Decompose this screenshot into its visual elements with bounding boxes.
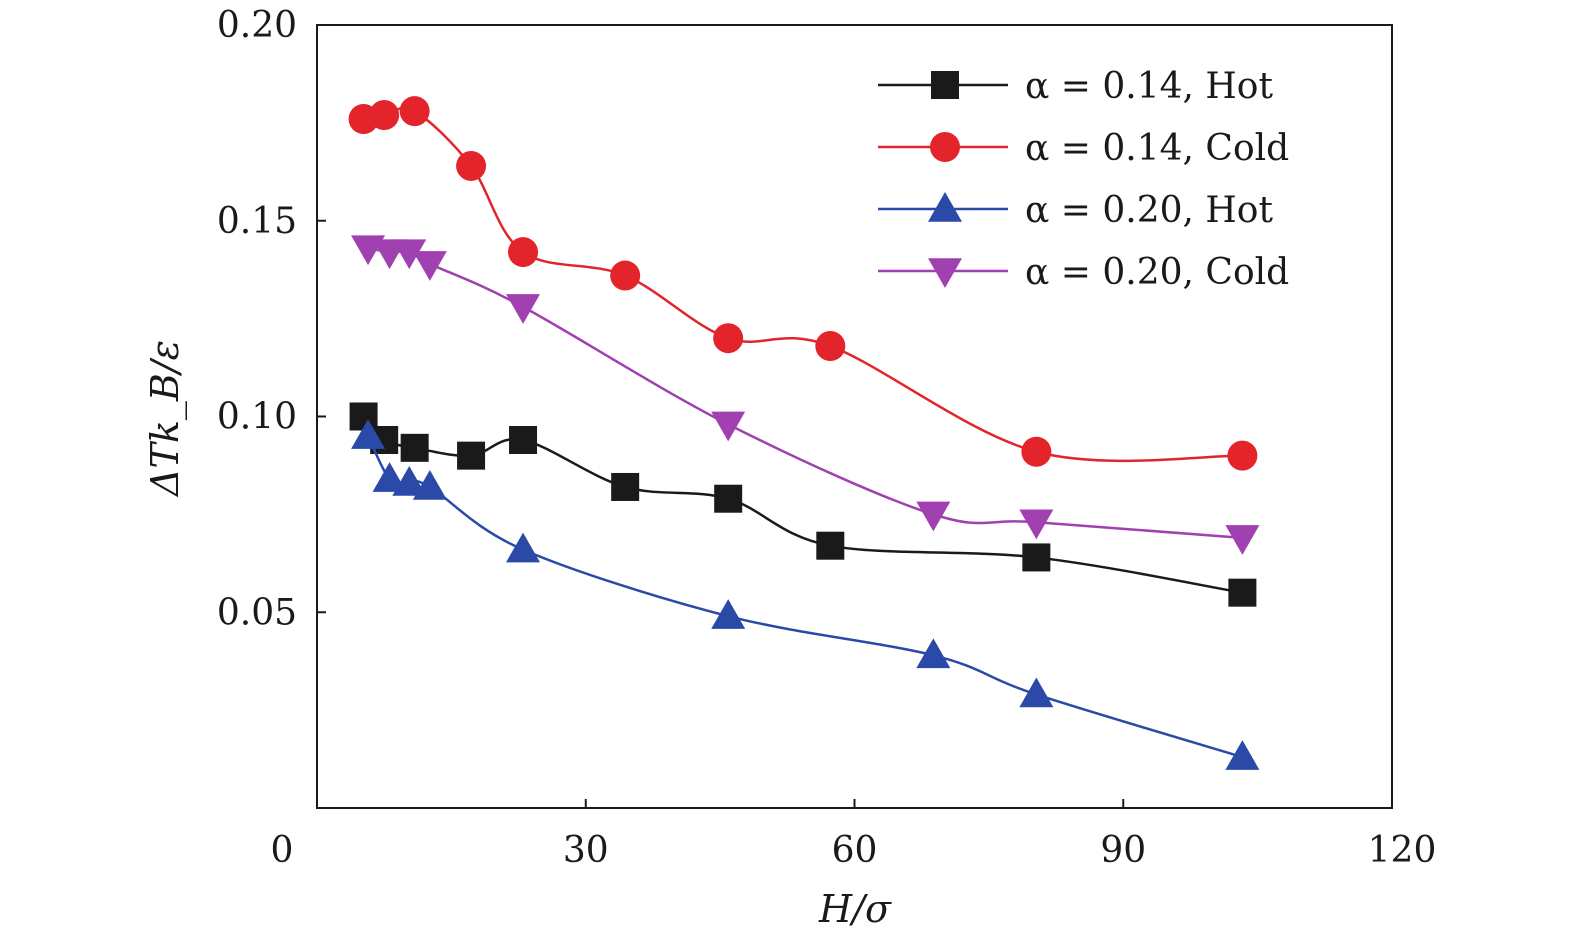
data-point: [508, 237, 539, 268]
data-point: [372, 462, 407, 492]
x-tick-label: 120: [1368, 830, 1437, 871]
x-tick-label: 0: [271, 830, 294, 871]
y-tick-label: 0.15: [217, 201, 297, 242]
data-point: [392, 239, 427, 270]
x-tick-label: 60: [832, 830, 878, 871]
data-point: [506, 532, 541, 563]
data-point: [457, 441, 486, 470]
legend-label: α = 0.20, Hot: [1025, 190, 1273, 231]
legend-item-3: α = 0.20, Cold: [878, 252, 1289, 293]
x-axis-title: H/σ: [818, 887, 892, 931]
data-point: [369, 100, 400, 131]
legend-marker: [930, 132, 960, 162]
data-point: [916, 638, 951, 669]
data-point: [456, 150, 487, 181]
legend-marker: [928, 258, 962, 288]
y-tick-label: 0.05: [217, 592, 297, 633]
series-1: [348, 96, 1258, 471]
x-tick-label: 90: [1100, 830, 1146, 871]
data-point: [1019, 677, 1054, 708]
legend-label: α = 0.14, Cold: [1025, 128, 1289, 169]
x-tick-label: 30: [563, 830, 609, 871]
data-point: [815, 331, 846, 362]
y-tick-label: 0.20: [217, 5, 297, 46]
y-tick-label: 0.10: [217, 397, 297, 438]
data-point: [816, 531, 845, 560]
data-point: [1225, 740, 1260, 770]
legend-marker: [931, 71, 959, 99]
legend-label: α = 0.20, Cold: [1025, 252, 1289, 293]
data-point: [392, 466, 427, 496]
data-point: [412, 251, 447, 281]
data-point: [611, 472, 640, 501]
legend-label: α = 0.14, Hot: [1025, 66, 1273, 107]
data-point: [349, 402, 378, 431]
legend-item-1: α = 0.14, Cold: [878, 128, 1289, 169]
data-point: [1225, 525, 1260, 555]
data-point: [1228, 578, 1257, 607]
legend: α = 0.14, Hot α = 0.14, Cold α = 0.20, Hot…: [878, 66, 1289, 293]
legend-item-0: α = 0.14, Hot: [878, 66, 1273, 107]
data-point: [1019, 509, 1054, 540]
legend-item-2: α = 0.20, Hot: [878, 190, 1273, 231]
y-axis-title: ΔTk_B/ε: [143, 340, 188, 498]
data-point: [711, 411, 746, 442]
series-3: [351, 235, 1260, 555]
series-0: [349, 402, 1257, 607]
series-line: [366, 435, 1243, 759]
data-point: [713, 323, 744, 354]
series-2: [351, 419, 1260, 770]
data-point: [1021, 436, 1052, 467]
plot-layer: [348, 96, 1260, 770]
data-point: [1022, 543, 1051, 572]
data-point: [916, 501, 951, 532]
axes-layer: 0 30 60 90 120 0.05 0.10 0.15 0.20: [217, 5, 1437, 871]
data-point: [714, 484, 743, 513]
data-point: [506, 294, 541, 324]
data-point: [711, 599, 746, 629]
series-line: [362, 415, 1243, 594]
data-point: [610, 260, 641, 291]
legend-marker: [928, 192, 962, 222]
data-point: [1227, 440, 1258, 471]
y-axis-title-group: ΔTk_B/ε: [143, 340, 188, 498]
data-point: [399, 96, 430, 127]
data-point: [509, 425, 538, 454]
data-point: [412, 469, 447, 500]
data-point: [351, 419, 386, 449]
data-point: [400, 433, 429, 462]
